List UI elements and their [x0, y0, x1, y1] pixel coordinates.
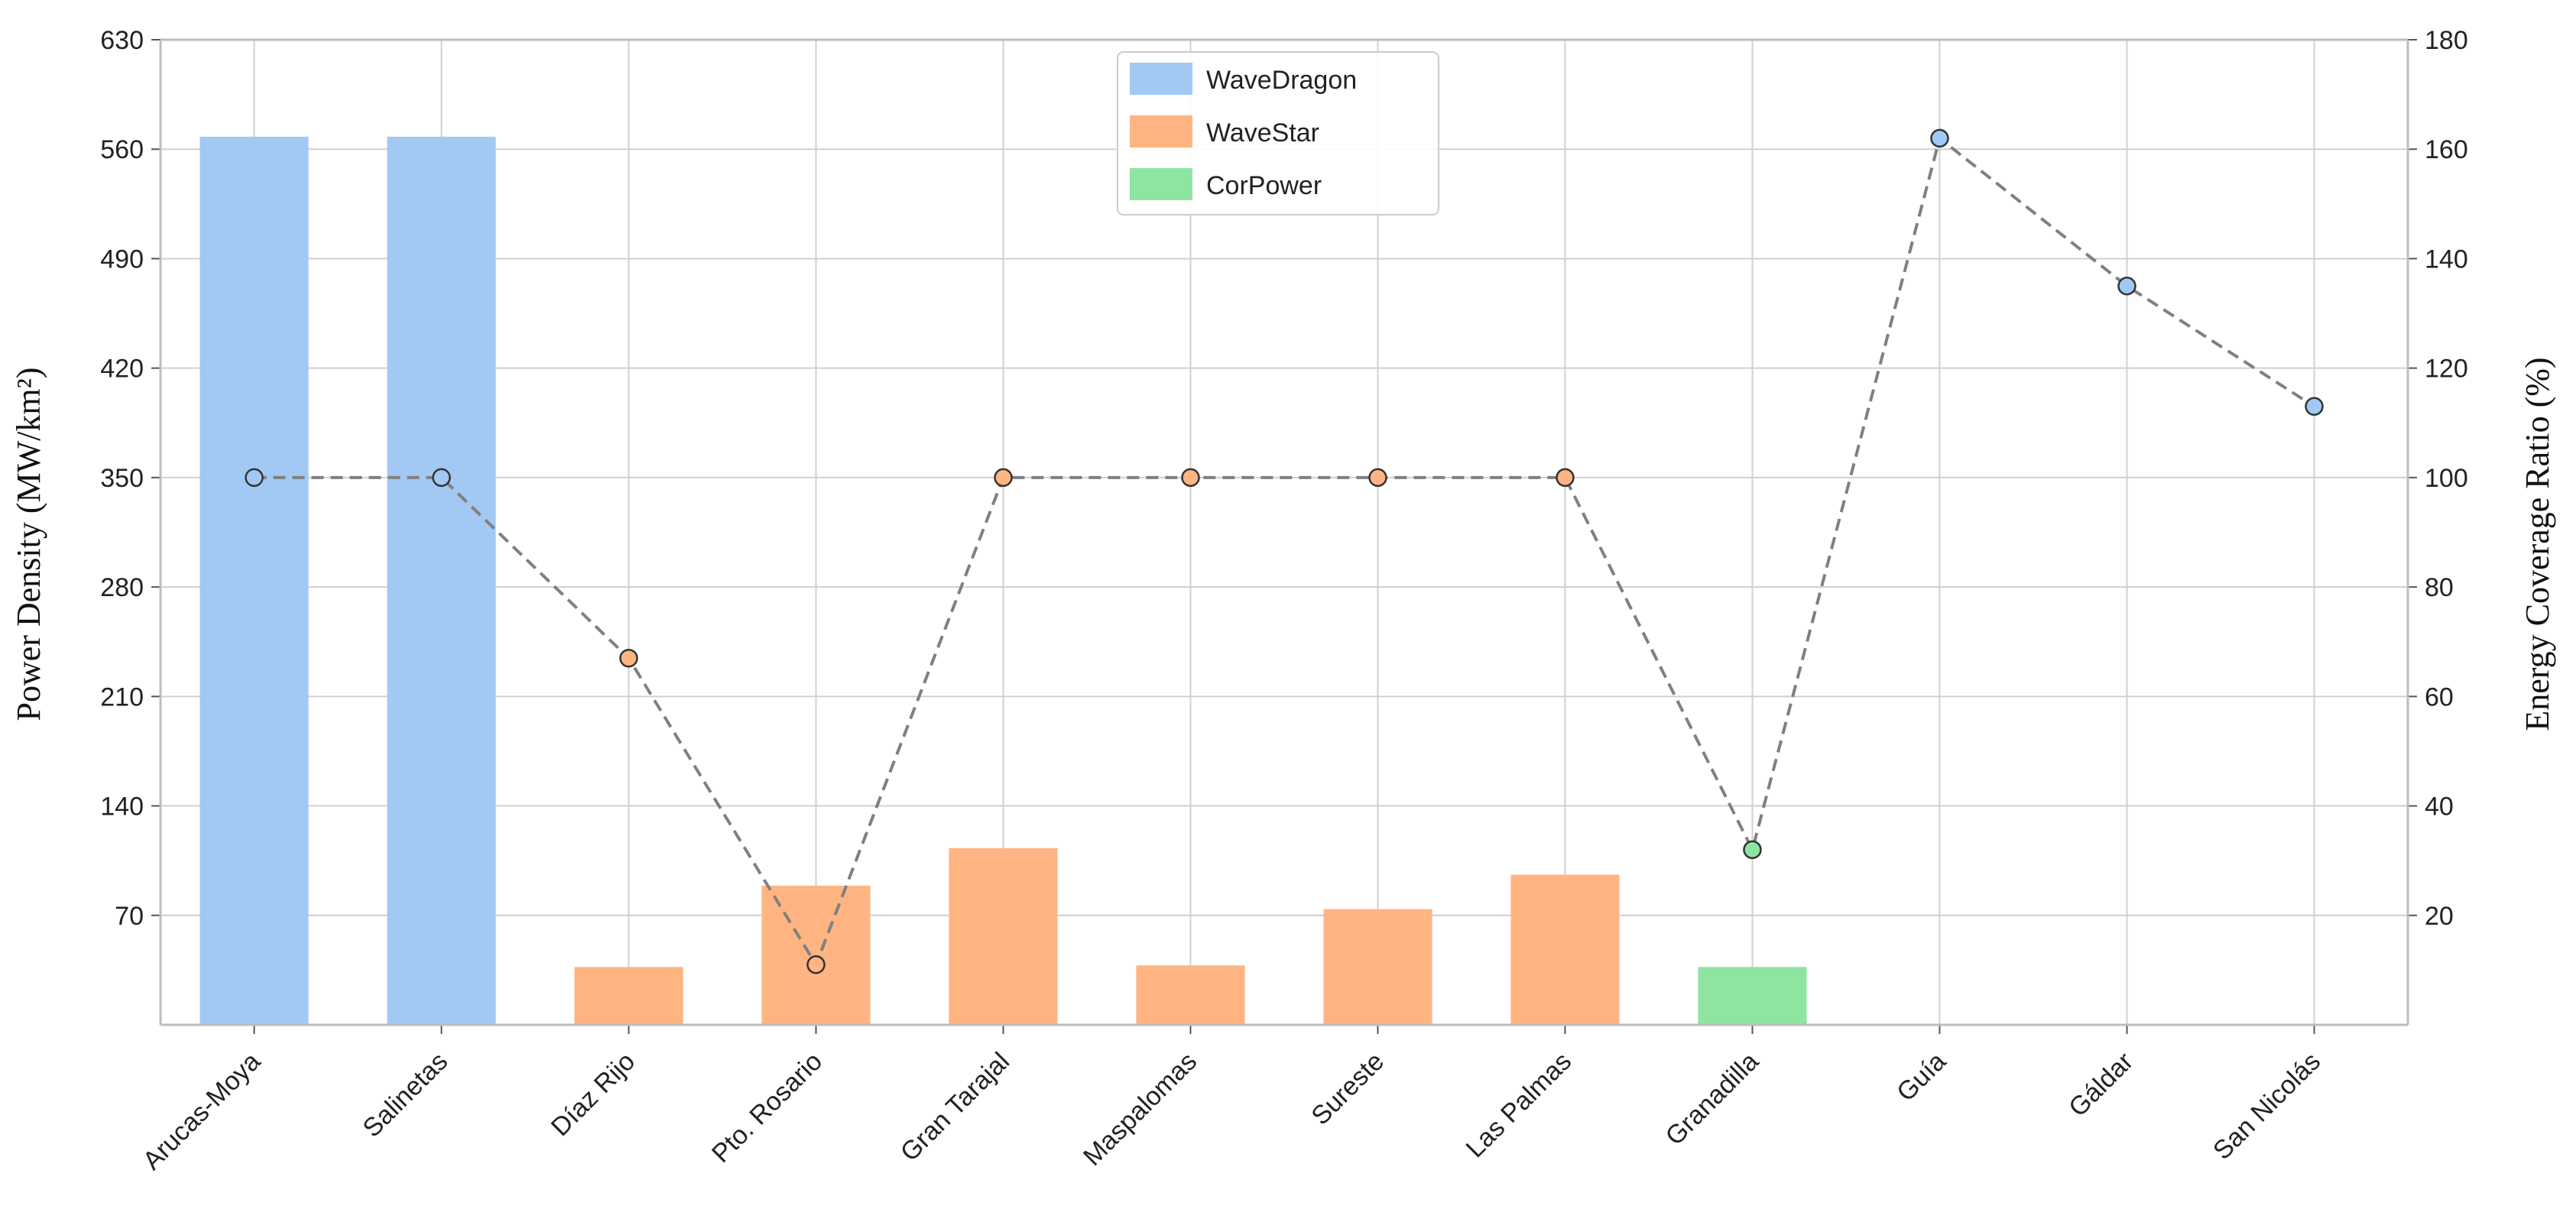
y2-tick-label: 160: [2425, 135, 2468, 164]
coverage-point: [619, 648, 638, 668]
coverage-point: [806, 955, 826, 974]
axes: [151, 38, 2417, 1034]
y2-tick-label: 40: [2425, 793, 2454, 822]
bar-wavedragon: [200, 136, 309, 1025]
category-label: Granadilla: [1660, 1047, 1765, 1152]
y2-tick-label: 140: [2425, 245, 2468, 274]
y-tick-label: 210: [100, 682, 144, 711]
bar-wavedragon: [387, 136, 496, 1025]
y-tick-label: 630: [100, 26, 144, 55]
y2-tick-label: 60: [2425, 682, 2454, 711]
category-label: Salinetas: [357, 1047, 453, 1143]
coverage-point: [2117, 277, 2136, 296]
category-label: Gran Tarajal: [895, 1047, 1015, 1167]
y2-axis-label: Energy Coverage Ratio (%): [2519, 357, 2556, 731]
category-label: Arucas-Moya: [138, 1047, 267, 1176]
coverage-point: [1743, 840, 1762, 860]
coverage-point: [432, 468, 451, 488]
coverage-point: [1181, 468, 1200, 488]
bar-wavestar: [1136, 965, 1245, 1025]
coverage-point: [2305, 397, 2324, 417]
category-label: Sureste: [1306, 1047, 1390, 1131]
y2-tick-label: 120: [2425, 355, 2468, 384]
y-axis-label: Power Density (MW/km²): [10, 368, 47, 721]
legend-swatch: [1130, 63, 1192, 95]
category-label: Díaz Rijo: [546, 1047, 641, 1142]
y-tick-label: 350: [100, 464, 144, 493]
y2-tick-label: 180: [2425, 26, 2468, 55]
y2-tick-label: 20: [2425, 902, 2454, 931]
y2-tick-label: 80: [2425, 573, 2454, 602]
category-label: Maspalomas: [1078, 1047, 1202, 1172]
bar-corpower: [1698, 967, 1807, 1025]
y-tick-label: 560: [100, 135, 144, 164]
legend-label: WaveDragon: [1206, 66, 1357, 95]
coverage-line: [245, 128, 2324, 974]
legend-swatch: [1130, 168, 1192, 200]
bar-wavestar: [1510, 874, 1620, 1025]
coverage-point: [994, 468, 1013, 488]
y-tick-label: 280: [100, 573, 144, 602]
tick-labels: 70 140 210 280 350 420 490 560 630 20 40 60 80 100 120…: [100, 26, 2467, 931]
coverage-polyline: [254, 135, 2315, 968]
category-label: Las Palmas: [1461, 1047, 1577, 1163]
category-label: Gáldar: [2063, 1047, 2139, 1123]
bars: [200, 136, 1807, 1025]
y-tick-label: 490: [100, 245, 144, 274]
bar-wavestar: [949, 848, 1058, 1025]
y2-tick-label: 100: [2425, 464, 2468, 493]
coverage-point: [1368, 468, 1387, 488]
category-label: Pto. Rosario: [706, 1047, 828, 1169]
category-label: San Nicolás: [2208, 1047, 2326, 1165]
legend-box: [1117, 51, 1439, 216]
coverage-point: [1930, 128, 1949, 148]
legend-swatch: [1130, 115, 1192, 147]
legend: WaveDragon WaveStar CorPower: [1117, 51, 1439, 216]
legend-label: CorPower: [1206, 171, 1322, 200]
y-tick-label: 420: [100, 355, 144, 384]
legend-label: WaveStar: [1206, 118, 1319, 147]
category-label: Guía: [1891, 1047, 1951, 1107]
bar-wavestar: [574, 967, 683, 1025]
y-tick-label: 140: [100, 793, 144, 822]
bar-wavestar: [1323, 909, 1432, 1025]
y-tick-label: 70: [115, 902, 144, 931]
category-labels: Arucas-Moya Salinetas Díaz Rijo Pto. Rosari…: [138, 1047, 2326, 1176]
coverage-point: [1556, 468, 1575, 488]
coverage-point: [245, 468, 264, 488]
bar-wavestar: [761, 885, 871, 1025]
